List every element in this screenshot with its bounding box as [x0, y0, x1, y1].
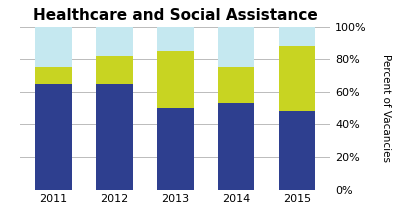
Bar — [157, 51, 193, 108]
Bar — [218, 27, 254, 67]
Bar — [96, 84, 133, 190]
Bar — [96, 56, 133, 84]
Y-axis label: Percent of Vacancies: Percent of Vacancies — [381, 54, 391, 162]
Bar — [279, 112, 315, 190]
Bar — [218, 103, 254, 190]
Bar — [96, 27, 133, 56]
Bar — [279, 46, 315, 112]
Bar — [35, 27, 72, 67]
Bar — [218, 67, 254, 103]
Bar — [279, 27, 315, 46]
Bar — [157, 108, 193, 190]
Bar — [35, 67, 72, 84]
Bar — [35, 84, 72, 190]
Title: Healthcare and Social Assistance: Healthcare and Social Assistance — [33, 8, 318, 23]
Bar — [157, 27, 193, 51]
